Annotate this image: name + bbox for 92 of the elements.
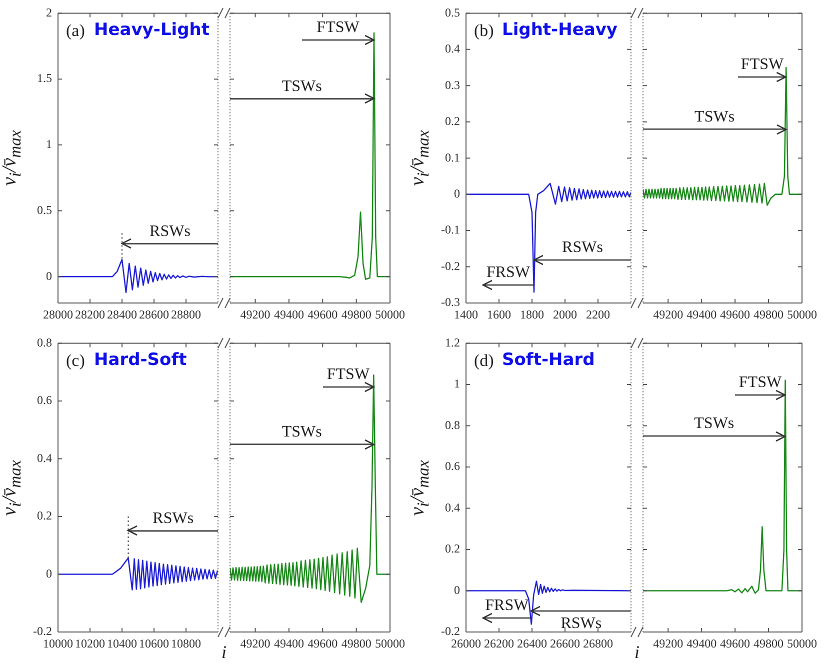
- ref-line-label: TSWs: [694, 108, 735, 126]
- y-tick-label: 0.5: [445, 5, 460, 20]
- y-tick-label: 1.2: [445, 335, 460, 350]
- y-tick-label: 0.6: [445, 459, 460, 474]
- annotation: (a): [66, 21, 85, 42]
- x-tick-label: 2200: [586, 307, 610, 322]
- y-tick-label: 0.1: [445, 150, 460, 164]
- x-tick-label: 1400: [454, 307, 478, 322]
- y-tick-label: 0.2: [445, 542, 460, 556]
- x-tick-label: 49200: [240, 307, 270, 322]
- y-tick-label: 1: [454, 376, 460, 391]
- y-tick-label: -0.2: [441, 258, 460, 273]
- x-tick-label: 2000: [553, 307, 577, 322]
- x-tick-label: 49800: [341, 636, 372, 650]
- y-tick-label: 0.4: [445, 500, 460, 514]
- y-tick-label: 0.6: [37, 393, 52, 408]
- annotation: Heavy-Light: [94, 20, 210, 40]
- x-tick-label: 26800: [583, 636, 613, 650]
- x-tick-label: 49200: [653, 636, 684, 650]
- ref-line-label: TSWs: [282, 423, 322, 440]
- x-tick-label: 49600: [308, 636, 338, 650]
- y-tick-label: 1.5: [37, 71, 52, 86]
- annotation: RSWs: [562, 238, 603, 257]
- y-tick-label: 0.3: [445, 78, 460, 92]
- y-tick-label: -0.1: [441, 222, 460, 237]
- y-tick-label: 0.2: [445, 114, 460, 128]
- y-tick-label: -0.2: [441, 624, 460, 638]
- x-tick-label: 49600: [720, 307, 750, 322]
- x-tick-label: 1800: [520, 307, 544, 322]
- x-tick-label: 28800: [171, 307, 201, 322]
- x-tick-label: 50000: [375, 307, 405, 322]
- x-tick-label: 26600: [550, 636, 580, 650]
- x-tick-label: 49600: [720, 636, 750, 650]
- x-tick-label: 49200: [653, 307, 684, 322]
- annotation: (d): [474, 351, 494, 372]
- y-tick-label: -0.2: [33, 624, 52, 638]
- ref-line-label: TSWs: [694, 415, 734, 432]
- annotation: FTSW: [316, 18, 360, 37]
- x-tick-label: 28400: [107, 307, 137, 322]
- annotation: FTSW: [740, 56, 784, 74]
- annotation: FRSW: [486, 264, 530, 282]
- x-tick-label: 49600: [308, 307, 338, 322]
- y-tick-label: 1: [46, 137, 52, 152]
- y-tick-label: 0.4: [37, 450, 52, 465]
- x-tick-label: 49800: [754, 307, 784, 322]
- x-tick-label: 10200: [75, 636, 105, 650]
- x-tick-label: 49800: [754, 636, 784, 650]
- y-tick-label: 0.8: [37, 335, 52, 350]
- y-tick-label: -0.3: [441, 295, 460, 310]
- ref-line-label: TSWs: [282, 78, 322, 96]
- x-tick-label: 10600: [139, 636, 169, 650]
- x-tick-label: 49800: [341, 307, 372, 322]
- annotation: Hard-Soft: [94, 350, 187, 370]
- annotation: Soft-Hard: [502, 350, 595, 370]
- y-tick-label: 2: [46, 5, 52, 20]
- ref-line-label: RSWs: [150, 222, 190, 240]
- annotation: FTSW: [326, 366, 370, 384]
- x-tick-label: 28200: [75, 307, 105, 322]
- x-tick-label: 49400: [686, 636, 717, 650]
- x-tick-label: 10400: [107, 636, 137, 650]
- y-tick-label: 0: [454, 582, 460, 597]
- x-tick-label: 49400: [686, 307, 717, 322]
- x-tick-label: 10800: [171, 636, 201, 650]
- x-tick-label: 49400: [274, 636, 304, 650]
- annotation: (c): [66, 351, 85, 372]
- annotation: Light-Heavy: [502, 20, 618, 40]
- x-tick-label: 1600: [487, 307, 511, 322]
- x-tick-label: 49400: [274, 307, 304, 322]
- ref-line-label: RSWs: [152, 510, 194, 528]
- x-axis-title: i: [221, 642, 227, 662]
- annotation: FTSW: [738, 374, 782, 392]
- annotation: (b): [474, 21, 494, 42]
- y-tick-label: 0.8: [445, 418, 460, 432]
- x-tick-label: 49200: [240, 636, 270, 650]
- x-tick-label: 50000: [787, 307, 817, 322]
- x-tick-label: 26200: [484, 636, 514, 650]
- x-tick-label: 28600: [139, 307, 169, 322]
- y-tick-label: 0.4: [445, 42, 460, 56]
- y-tick-label: 0: [454, 186, 460, 200]
- y-tick-label: 0.2: [37, 508, 52, 523]
- x-axis-title: i: [634, 642, 640, 662]
- y-tick-label: 0: [46, 566, 52, 580]
- x-tick-label: 26400: [517, 636, 547, 650]
- x-tick-label: 10000: [43, 636, 73, 650]
- annotation: FRSW: [485, 596, 529, 615]
- x-tick-label: 50000: [375, 636, 405, 650]
- x-tick-label: 50000: [787, 636, 817, 650]
- annotation: RSWs: [560, 615, 602, 634]
- y-tick-label: 0: [46, 268, 52, 283]
- y-tick-label: 0.5: [37, 202, 52, 217]
- x-tick-label: 26000: [451, 636, 481, 650]
- x-tick-label: 28000: [43, 307, 73, 322]
